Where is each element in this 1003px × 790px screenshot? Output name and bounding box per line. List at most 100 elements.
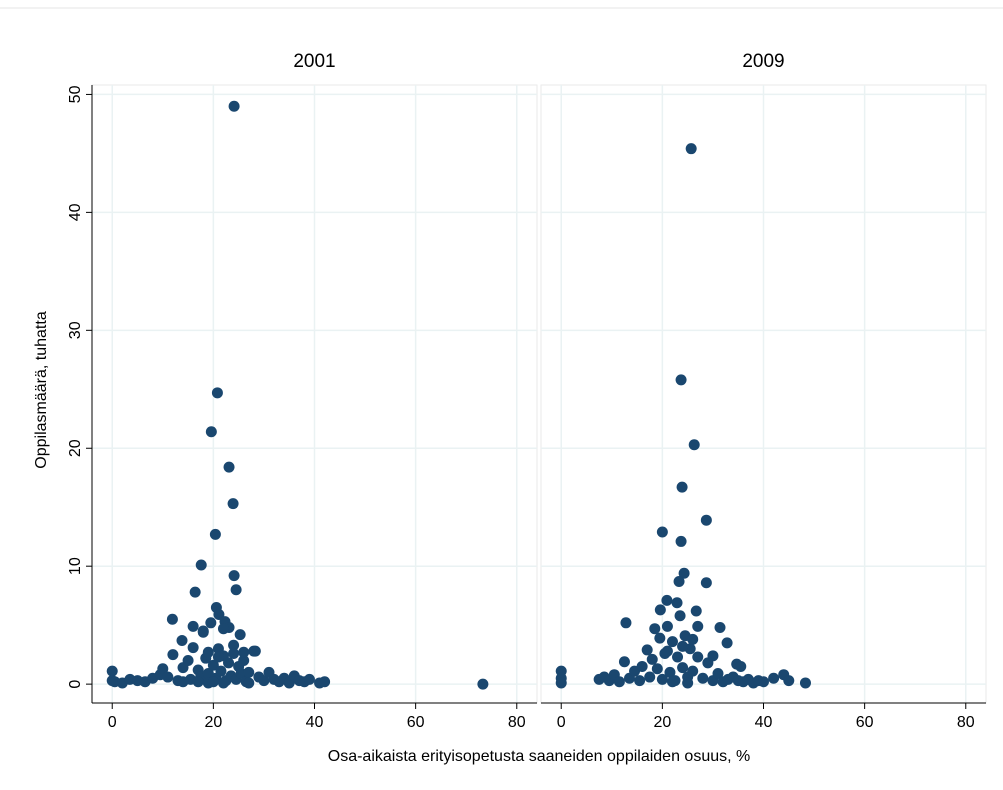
- point: [228, 100, 240, 112]
- point: [682, 677, 694, 689]
- point: [656, 673, 668, 685]
- point: [758, 676, 769, 688]
- point: [707, 650, 719, 662]
- point: [477, 678, 489, 690]
- point: [197, 625, 209, 637]
- point: [223, 461, 235, 473]
- point: [672, 651, 684, 663]
- y-tick-label: 30: [67, 321, 84, 339]
- x-tick-label: 80: [957, 714, 975, 731]
- point: [211, 387, 223, 399]
- point: [555, 677, 567, 689]
- point: [189, 586, 201, 598]
- point: [700, 577, 712, 589]
- point: [671, 597, 683, 609]
- y-tick-label: 20: [67, 439, 84, 457]
- point: [177, 676, 189, 688]
- point: [677, 662, 689, 674]
- x-tick-label: 40: [306, 714, 324, 731]
- point: [228, 639, 240, 651]
- point: [656, 526, 668, 538]
- point: [227, 498, 239, 510]
- panel-title: 2001: [293, 51, 335, 72]
- point: [712, 668, 724, 680]
- point: [238, 655, 250, 667]
- point: [195, 559, 207, 571]
- x-tick-label: 20: [204, 714, 222, 731]
- point: [768, 672, 780, 684]
- point: [234, 629, 246, 641]
- point: [228, 570, 240, 582]
- point: [697, 672, 709, 684]
- point: [666, 676, 678, 688]
- point: [783, 675, 795, 687]
- point: [207, 659, 219, 671]
- x-tick-label: 40: [755, 714, 773, 731]
- point: [166, 613, 178, 625]
- point: [678, 567, 690, 579]
- y-axis-label: Oppilasmäärä, tuhatta: [33, 311, 50, 469]
- point: [212, 651, 224, 663]
- point: [685, 143, 697, 155]
- point: [675, 535, 687, 547]
- point: [654, 632, 666, 644]
- x-axis-label: Osa-aikaista erityisopetusta saaneiden o…: [328, 748, 750, 765]
- point: [620, 617, 632, 629]
- point: [661, 594, 673, 606]
- point: [690, 605, 702, 617]
- point: [674, 610, 686, 622]
- y-tick-label: 0: [67, 680, 84, 689]
- point: [673, 576, 685, 588]
- point: [661, 645, 673, 657]
- point: [248, 645, 260, 657]
- x-tick-label: 0: [108, 714, 117, 731]
- point: [654, 604, 666, 616]
- point: [618, 656, 630, 668]
- point: [157, 663, 169, 675]
- panel-title: 2009: [742, 51, 784, 72]
- point: [661, 620, 673, 632]
- point: [666, 636, 678, 648]
- point: [217, 623, 229, 635]
- point: [688, 439, 700, 451]
- point: [238, 646, 250, 658]
- point: [205, 426, 217, 438]
- y-tick-label: 50: [67, 85, 84, 103]
- point: [228, 647, 240, 659]
- point: [641, 644, 653, 656]
- point: [644, 671, 656, 683]
- point: [162, 671, 174, 683]
- point: [106, 665, 118, 677]
- point: [613, 676, 625, 688]
- point: [215, 665, 227, 677]
- x-tick-label: 60: [856, 714, 874, 731]
- point: [687, 665, 699, 677]
- x-tick-label: 0: [557, 714, 566, 731]
- point: [223, 657, 235, 669]
- y-tick-label: 40: [67, 203, 84, 221]
- point: [182, 655, 194, 667]
- x-tick-label: 20: [653, 714, 671, 731]
- point: [217, 677, 229, 689]
- point: [664, 666, 676, 678]
- point: [721, 637, 733, 649]
- y-tick-label: 10: [67, 557, 84, 575]
- point: [649, 623, 661, 635]
- point: [243, 677, 255, 689]
- point: [258, 675, 270, 687]
- point: [209, 528, 221, 540]
- point: [692, 651, 704, 663]
- point: [677, 640, 689, 652]
- point: [687, 633, 699, 645]
- point: [735, 660, 747, 672]
- point: [243, 666, 255, 678]
- point: [205, 617, 217, 629]
- point: [303, 673, 315, 685]
- point: [167, 649, 179, 661]
- point: [714, 622, 726, 634]
- point: [636, 660, 648, 672]
- point: [646, 653, 658, 665]
- point: [675, 374, 687, 386]
